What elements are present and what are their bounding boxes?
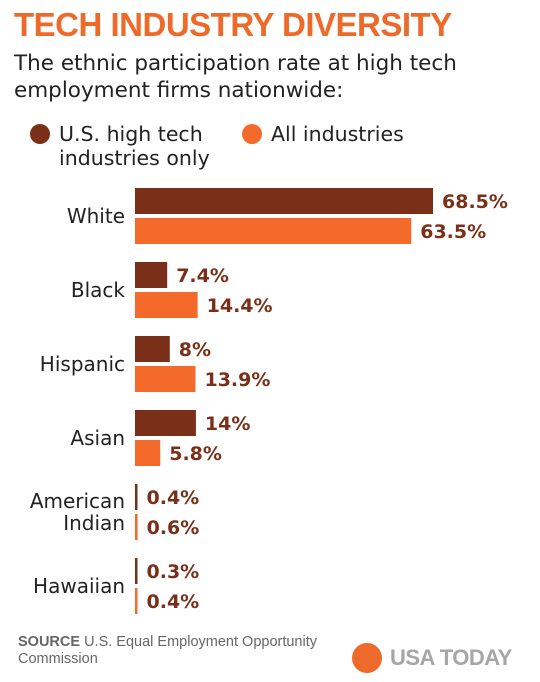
- bar-all: [135, 366, 196, 392]
- legend-item-tech: U.S. high tech industries only: [30, 122, 230, 170]
- data-label: 0.4%: [147, 591, 200, 613]
- legend-label-tech: U.S. high tech industries only: [59, 122, 210, 170]
- data-label: 0.3%: [147, 561, 200, 583]
- data-label: 0.6%: [147, 517, 200, 539]
- bar-all: [135, 292, 198, 318]
- legend-swatch-tech-icon: [30, 124, 50, 144]
- logo-dot-icon: [352, 643, 382, 673]
- data-label: 0.4%: [147, 487, 200, 509]
- bar-all: [135, 588, 138, 614]
- bar-tech: [135, 188, 433, 214]
- data-label: 5.8%: [169, 443, 222, 465]
- bar-tech: [135, 484, 138, 510]
- bar-all: [135, 514, 138, 540]
- category-label: Black: [71, 278, 126, 302]
- category-label: Indian: [63, 511, 125, 535]
- chart-title: TECH INDUSTRY DIVERSITY: [14, 6, 452, 43]
- bar-tech: [135, 410, 196, 436]
- source-label: SOURCE: [18, 634, 81, 650]
- data-label: 8%: [179, 339, 211, 361]
- legend-item-all: All industries: [242, 122, 404, 146]
- data-label: 14%: [205, 413, 250, 435]
- bar-tech: [135, 336, 170, 362]
- bar-all: [135, 218, 412, 244]
- data-label: 7.4%: [176, 265, 229, 287]
- bar-tech: [135, 558, 138, 584]
- bar-all: [135, 440, 161, 466]
- source-text: U.S. Equal Employment Opportunity Commis…: [18, 634, 317, 667]
- source-note: SOURCE U.S. Equal Employment Opportunity…: [18, 634, 318, 668]
- data-label: 68.5%: [442, 191, 508, 213]
- category-label: American: [30, 489, 125, 513]
- logo-text: USA TODAY: [390, 645, 512, 670]
- category-label: Asian: [70, 426, 125, 450]
- legend-label-all: All industries: [271, 122, 404, 146]
- data-label: 13.9%: [204, 369, 270, 391]
- data-label: 63.5%: [420, 221, 486, 243]
- category-label: Hispanic: [40, 352, 125, 376]
- category-label: White: [67, 204, 125, 228]
- data-label: 14.4%: [207, 295, 273, 317]
- bar-chart: White 68.5% 63.5% Black 7.4% 14.4% Hispanic 8% 1…: [30, 188, 508, 614]
- usa-today-logo: USA TODAY: [352, 643, 512, 673]
- chart-subtitle: The ethnic participation rate at high te…: [14, 51, 457, 103]
- bar-tech: [135, 262, 168, 288]
- legend-swatch-all-icon: [242, 124, 262, 144]
- category-label: Hawaiian: [33, 574, 125, 598]
